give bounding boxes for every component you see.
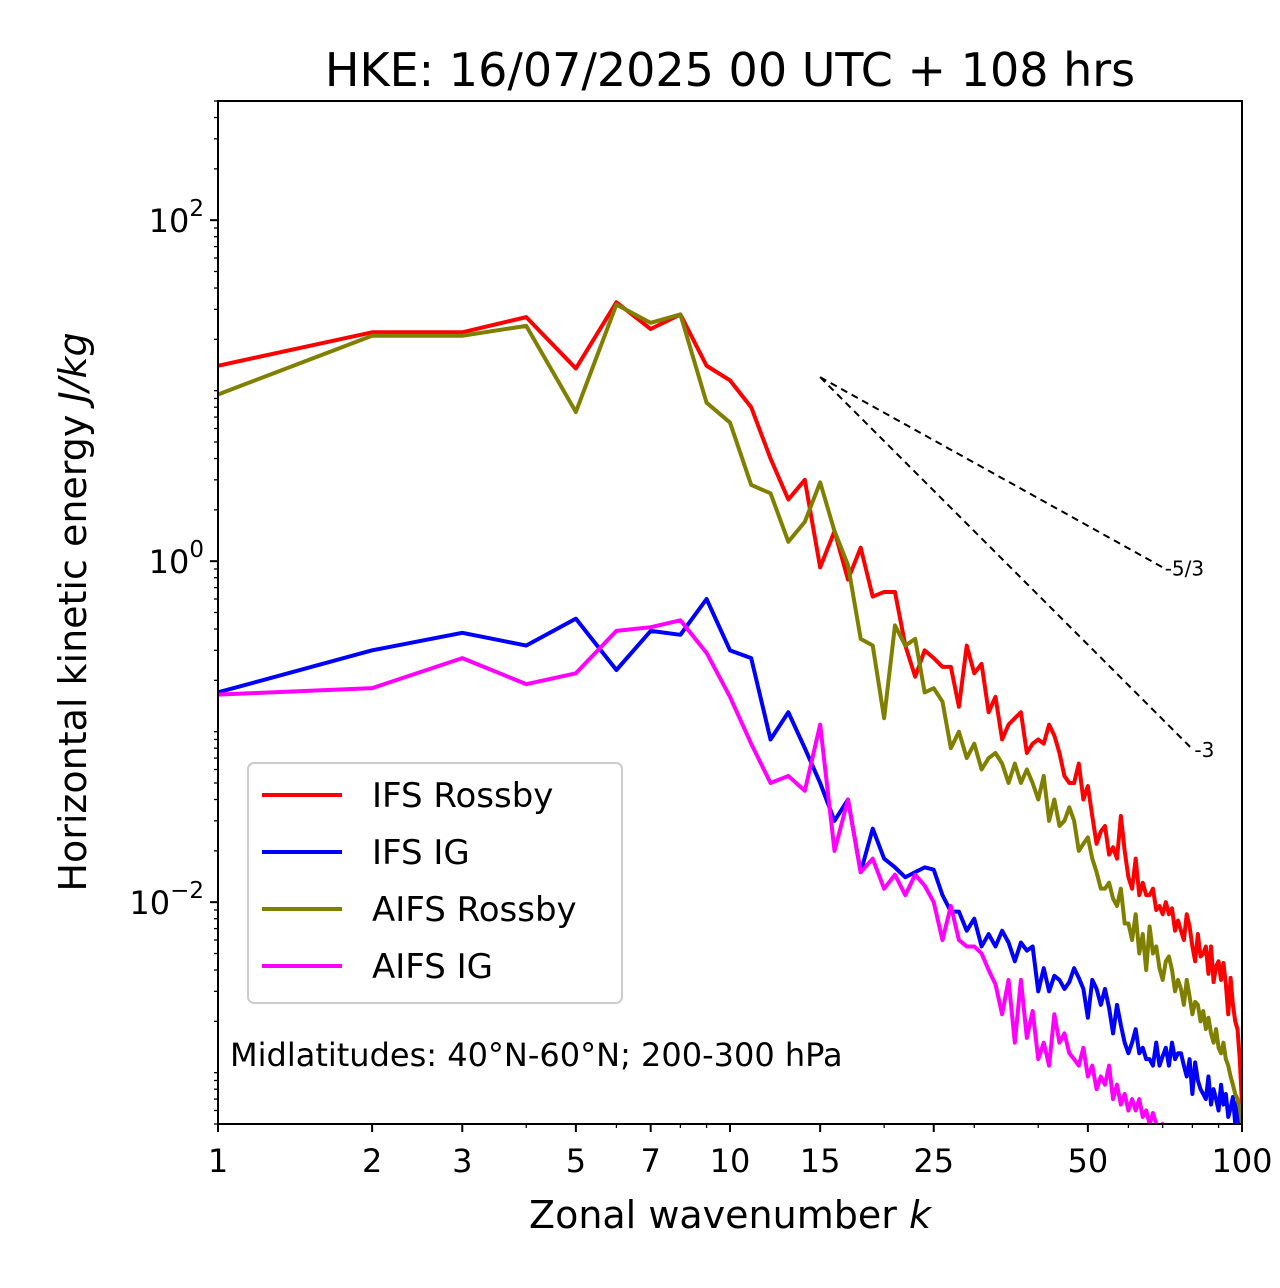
x-tick-label: 5 xyxy=(566,1142,586,1180)
x-tick-label: 2 xyxy=(362,1142,382,1180)
x-axis-label: Zonal wavenumber k xyxy=(529,1193,933,1237)
reference-slope-lines: -5/3 -3 xyxy=(819,376,1214,762)
x-axis-label-variable: k xyxy=(909,1193,933,1237)
x-tick-label: 10 xyxy=(710,1142,751,1180)
x-tick-label: 25 xyxy=(913,1142,954,1180)
legend-label: IFS IG xyxy=(372,833,470,873)
series-line-aifs-ig xyxy=(218,618,1165,1124)
legend: IFS Rossby IFS IG AIFS Rossby AIFS IG xyxy=(247,762,623,1004)
legend-item-aifs-rossby: AIFS Rossby xyxy=(262,890,577,930)
y-axis-label: Horizontal kinetic energy J/kg xyxy=(51,332,95,891)
legend-item-ifs-rossby: IFS Rossby xyxy=(262,776,553,816)
chart-title: HKE: 16/07/2025 00 UTC + 108 hrs xyxy=(325,43,1135,97)
y-tick-label: 100 xyxy=(149,537,204,581)
series-layer xyxy=(218,300,1242,1124)
x-tick-label: 15 xyxy=(800,1142,841,1180)
legend-box xyxy=(247,762,623,1004)
x-tick-label: 100 xyxy=(1211,1142,1272,1180)
y-axis-ticks: 10−2 100 102 xyxy=(129,100,218,1125)
legend-item-ifs-ig: IFS IG xyxy=(262,833,470,873)
x-tick-label: 3 xyxy=(452,1142,472,1180)
region-annotation: Midlatitudes: 40°N-60°N; 200-300 hPa xyxy=(230,1036,843,1074)
legend-items: IFS Rossby IFS IG AIFS Rossby AIFS IG xyxy=(262,776,577,987)
legend-label: IFS Rossby xyxy=(372,776,553,816)
reference-line-label-minus-5-over-3: -5/3 xyxy=(1165,556,1204,580)
y-axis-label-text: Horizontal kinetic energy xyxy=(51,415,95,892)
reference-line-slope-minus-3 xyxy=(819,376,1194,750)
y-tick-label: 10−2 xyxy=(129,878,204,922)
series-line-ifs-rossby xyxy=(218,300,1242,1105)
y-axis-label-unit: J/kg xyxy=(51,332,95,409)
legend-item-aifs-ig: AIFS IG xyxy=(262,947,493,987)
x-axis-ticks: 1 2 3 5 7 10 15 25 50 100 xyxy=(208,1124,1273,1180)
reference-line-label-minus-3: -3 xyxy=(1194,738,1214,762)
y-tick-label: 102 xyxy=(149,196,204,240)
x-tick-label: 1 xyxy=(208,1142,228,1180)
reference-line-slope-minus-5-over-3 xyxy=(819,376,1164,569)
x-tick-label: 50 xyxy=(1068,1142,1109,1180)
x-tick-label: 7 xyxy=(641,1142,661,1180)
legend-label: AIFS IG xyxy=(372,947,493,987)
legend-label: AIFS Rossby xyxy=(372,890,577,930)
x-axis-label-text: Zonal wavenumber xyxy=(529,1193,897,1237)
series-line-aifs-rossby xyxy=(218,302,1242,1124)
